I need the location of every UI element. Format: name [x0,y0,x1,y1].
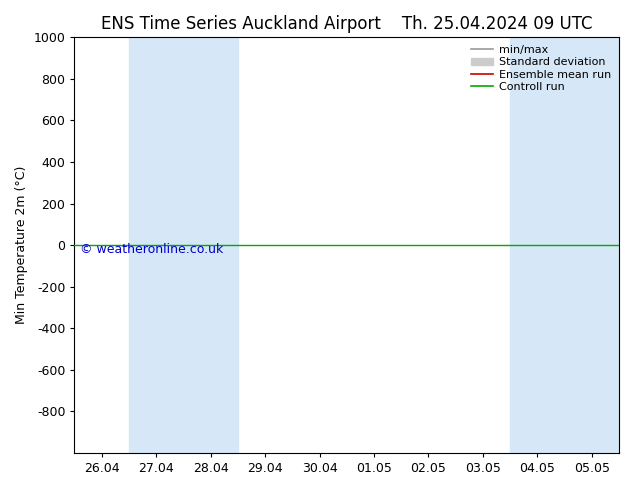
Bar [129,37,238,453]
Title: ENS Time Series Auckland Airport    Th. 25.04.2024 09 UTC: ENS Time Series Auckland Airport Th. 25.… [101,15,593,33]
Y-axis label: Min Temperature 2m (°C): Min Temperature 2m (°C) [15,166,28,324]
Bar [510,37,619,453]
Legend: min/max, Standard deviation, Ensemble mean run, Controll run: min/max, Standard deviation, Ensemble me… [469,43,614,94]
Text: © weatheronline.co.uk: © weatheronline.co.uk [80,243,223,256]
